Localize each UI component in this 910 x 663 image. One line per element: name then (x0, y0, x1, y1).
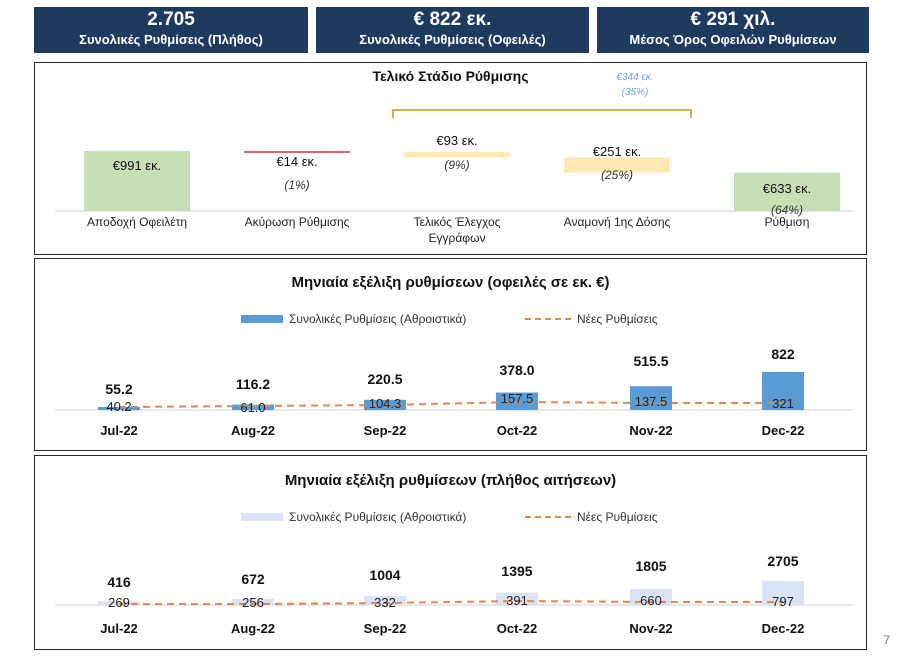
line-value-label: 332 (374, 595, 396, 610)
category-label: Jul-22 (100, 621, 138, 636)
legend-item-new: Νέες Ρυθμίσεις (525, 312, 658, 326)
bar-value-label: 220.5 (367, 371, 402, 387)
category-label: Oct-22 (497, 423, 537, 438)
stage-bar (244, 151, 350, 153)
stage-bar (734, 172, 840, 211)
monthly-debt-chart: 55.2 116.2 220.5 378.0 515.5 822 40.2 61.0 104.3… (55, 346, 853, 438)
legend-swatch-dash (525, 318, 571, 320)
bracket-value-label: €344 εκ. (616, 72, 653, 83)
category-label: Dec-22 (762, 423, 805, 438)
data-label: €991 εκ. (113, 158, 161, 173)
line-value-label: 660 (640, 593, 662, 608)
percent-label: (64%) (771, 203, 803, 217)
category-label: Sep-22 (364, 423, 407, 438)
stage-bar (564, 157, 670, 173)
line-value-label: 157.5 (501, 391, 534, 406)
legend-swatch-bar (241, 513, 283, 521)
category-label: Αναμονή 1ης Δόσης (564, 215, 671, 229)
bar-value-label: 822 (771, 346, 795, 362)
monthly-count-panel: Μηνιαία εξέλιξη ρυθμίσεων (πλήθος αιτήσε… (34, 455, 867, 650)
category-label: Jul-22 (100, 423, 138, 438)
category-label: Αποδοχή Οφειλέτη (87, 215, 187, 229)
stage-bar (404, 151, 510, 158)
line-value-label: 321 (772, 396, 794, 411)
legend-swatch-dash (525, 516, 571, 518)
kpi-box-count: 2.705 Συνολικές Ρυθμίσεις (Πλήθος) (34, 7, 308, 53)
category-label: Τελικός Έλεγχος (414, 215, 501, 229)
legend-label: Νέες Ρυθμίσεις (577, 510, 658, 524)
kpi-value: € 291 χιλ. (690, 9, 776, 30)
legend-item-cumulative: Συνολικές Ρυθμίσεις (Αθροιστικά) (241, 312, 466, 326)
legend-item-new: Νέες Ρυθμίσεις (525, 510, 658, 524)
legend-item-cumulative: Συνολικές Ρυθμίσεις (Αθροιστικά) (241, 510, 466, 524)
line-value-label: 40.2 (106, 399, 131, 414)
monthly-debt-legend: Συνολικές Ρυθμίσεις (Αθροιστικά) Νέες Ρυ… (35, 312, 866, 328)
kpi-label: Συνολικές Ρυθμίσεις (Πλήθος) (79, 32, 263, 47)
data-label: €93 εκ. (436, 133, 477, 148)
line-value-label: 256 (242, 595, 264, 610)
monthly-count-title: Μηνιαία εξέλιξη ρυθμίσεων (πλήθος αιτήσε… (284, 472, 617, 489)
bar-value-label: 378.0 (499, 362, 534, 378)
line-value-label: 61.0 (240, 400, 265, 415)
bar-value-label: 116.2 (236, 376, 270, 392)
kpi-box-average: € 291 χιλ. Μέσος Όρος Οφειλών Ρυθμίσεων (597, 7, 869, 53)
category-label: Nov-22 (629, 423, 672, 438)
bar-value-label: 1004 (369, 567, 400, 583)
line-value-label: 391 (506, 593, 528, 608)
line-value-label: 797 (772, 594, 794, 609)
percent-label: (9%) (444, 158, 469, 172)
data-label: €633 εκ. (763, 181, 811, 196)
monthly-count-legend: Συνολικές Ρυθμίσεις (Αθροιστικά) Νέες Ρυ… (35, 510, 866, 526)
monthly-debt-title: Μηνιαία εξέλιξη ρυθμίσεων (οφειλές σε εκ… (291, 274, 610, 291)
bar-value-label: 2705 (767, 553, 798, 569)
line-value-label: 104.3 (369, 396, 402, 411)
cumulative-bar (98, 407, 140, 410)
final-stage-title: Τελικό Στάδιο Ρύθμισης (372, 68, 529, 84)
bar-value-label: 672 (241, 571, 265, 587)
legend-label: Νέες Ρυθμίσεις (577, 312, 658, 326)
category-label: Aug-22 (231, 621, 275, 636)
category-label: Nov-22 (629, 621, 672, 636)
kpi-value: 2.705 (147, 9, 195, 30)
kpi-label: Μέσος Όρος Οφειλών Ρυθμίσεων (629, 32, 837, 47)
new-settlements-line (119, 599, 783, 605)
new-settlements-line (118, 400, 783, 408)
category-label: Εγγράφων (429, 231, 486, 245)
stage-bar (84, 151, 190, 211)
category-label: Aug-22 (231, 423, 275, 438)
cumulative-bar (364, 596, 406, 605)
category-label: Sep-22 (364, 621, 407, 636)
line-value-label: 137.5 (635, 394, 668, 409)
line-value-label: 269 (108, 595, 130, 610)
bar-value-label: 1395 (501, 563, 532, 579)
page-number: 7 (883, 633, 890, 647)
data-label: €251 εκ. (593, 144, 641, 159)
category-label: Dec-22 (762, 621, 805, 636)
legend-label: Συνολικές Ρυθμίσεις (Αθροιστικά) (289, 510, 467, 524)
bar-value-label: 416 (107, 574, 131, 590)
category-label: Ρύθμιση (765, 215, 810, 229)
percent-label: (25%) (601, 168, 633, 182)
percent-label: (1%) (284, 178, 309, 192)
final-stage-panel: Τελικό Στάδιο Ρύθμισης €991 εκ. €14 εκ. (1… (34, 62, 867, 255)
monthly-count-chart: 416 672 1004 1395 1805 2705 269 256 332 391 660 797… (55, 553, 853, 636)
bar-value-label: 1805 (635, 558, 666, 574)
category-label: Ακύρωση Ρύθμισης (245, 215, 350, 229)
monthly-debt-panel: Μηνιαία εξέλιξη ρυθμίσεων (οφειλές σε εκ… (34, 258, 867, 451)
bar-value-label: 515.5 (633, 353, 668, 369)
legend-swatch-bar (241, 315, 283, 323)
cumulative-bar (232, 599, 274, 605)
cumulative-bar (232, 404, 274, 410)
kpi-value: € 822 εκ. (413, 9, 492, 30)
final-stage-chart: €991 εκ. €14 εκ. (1%) €93 εκ. (9%) €251 εκ. (2… (55, 72, 853, 245)
kpi-box-debt: € 822 εκ. Συνολικές Ρυθμίσεις (Οφειλές) (316, 7, 589, 53)
data-label: €14 εκ. (276, 154, 317, 169)
legend-label: Συνολικές Ρυθμίσεις (Αθροιστικά) (289, 312, 467, 326)
bracket-percent-label: (35%) (622, 87, 649, 98)
bracket-line (392, 109, 692, 118)
kpi-label: Συνολικές Ρυθμίσεις (Οφειλές) (359, 32, 546, 47)
bar-value-label: 55.2 (105, 381, 132, 397)
cumulative-bar (630, 386, 672, 410)
category-label: Oct-22 (497, 621, 537, 636)
